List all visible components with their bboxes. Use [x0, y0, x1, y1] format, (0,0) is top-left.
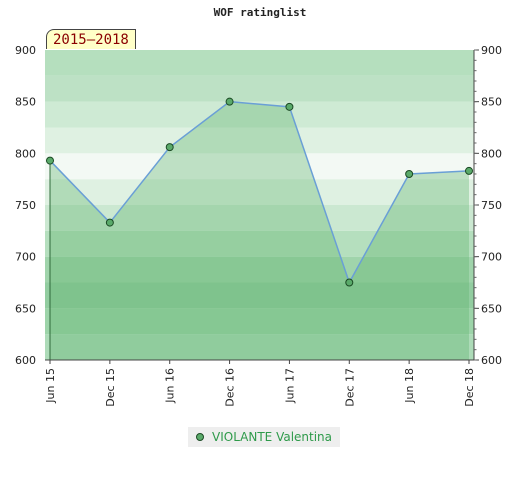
y-tick-label-right: 900: [481, 44, 502, 57]
x-tick-label: Jun 18: [403, 368, 416, 404]
x-tick-label: Dec 18: [463, 368, 476, 407]
band-875: [45, 50, 474, 76]
data-point: [345, 278, 354, 287]
legend[interactable]: VIOLANTE Valentina: [188, 427, 341, 447]
y-tick-label-right: 800: [481, 147, 502, 160]
period-label: 2015–2018: [46, 29, 136, 49]
y-tick-label-left: 850: [15, 96, 36, 109]
x-tick-label: Dec 17: [343, 368, 356, 407]
band-625: [45, 308, 474, 335]
band-800: [45, 127, 474, 154]
band-650: [45, 282, 474, 309]
data-point: [405, 170, 414, 178]
band-600: [45, 334, 474, 360]
y-tick-label-left: 800: [15, 147, 36, 160]
band-700: [45, 230, 474, 257]
line-layer: [49, 100, 470, 285]
x-tick-label: Jun 17: [283, 368, 296, 404]
x-tick-label: Dec 15: [104, 368, 117, 407]
y-tick-label-left: 650: [15, 302, 36, 315]
x-tick-label: Jun 15: [44, 368, 57, 404]
data-point: [225, 97, 234, 106]
y-tick-label-right: 650: [481, 302, 502, 315]
legend-series-name: VIOLANTE Valentina: [212, 430, 333, 444]
data-point: [105, 218, 114, 227]
chart-title: WOF ratinglist: [214, 6, 307, 19]
marker-layer: [46, 97, 473, 287]
y-tick-label-left: 750: [15, 199, 36, 212]
background-bands: [45, 50, 474, 360]
y-tick-label-right: 850: [481, 96, 502, 109]
x-tick-label: Dec 16: [224, 368, 237, 407]
band-675: [45, 256, 474, 283]
y-tick-label-left: 900: [15, 44, 36, 57]
axis-layer: 600 600 650 650 700 700 750 750 800 800 850 850 900 9…: [15, 44, 502, 407]
band-825: [45, 101, 474, 128]
y-tick-label-right: 750: [481, 199, 502, 212]
data-point: [46, 156, 54, 165]
series-line: [49, 100, 470, 285]
y-tick-label-left: 700: [15, 251, 36, 264]
data-point: [285, 102, 294, 111]
y-tick-label-left: 600: [15, 354, 36, 367]
band-725: [45, 205, 474, 231]
legend-marker-icon: [196, 433, 204, 441]
data-point: [165, 143, 174, 152]
band-775: [45, 153, 474, 180]
x-tick-label: Jun 16: [164, 368, 177, 404]
band-850: [45, 75, 474, 102]
y-tick-label-right: 600: [481, 354, 502, 367]
y-tick-label-right: 700: [481, 251, 502, 264]
data-point: [465, 166, 473, 175]
band-750: [45, 179, 474, 205]
